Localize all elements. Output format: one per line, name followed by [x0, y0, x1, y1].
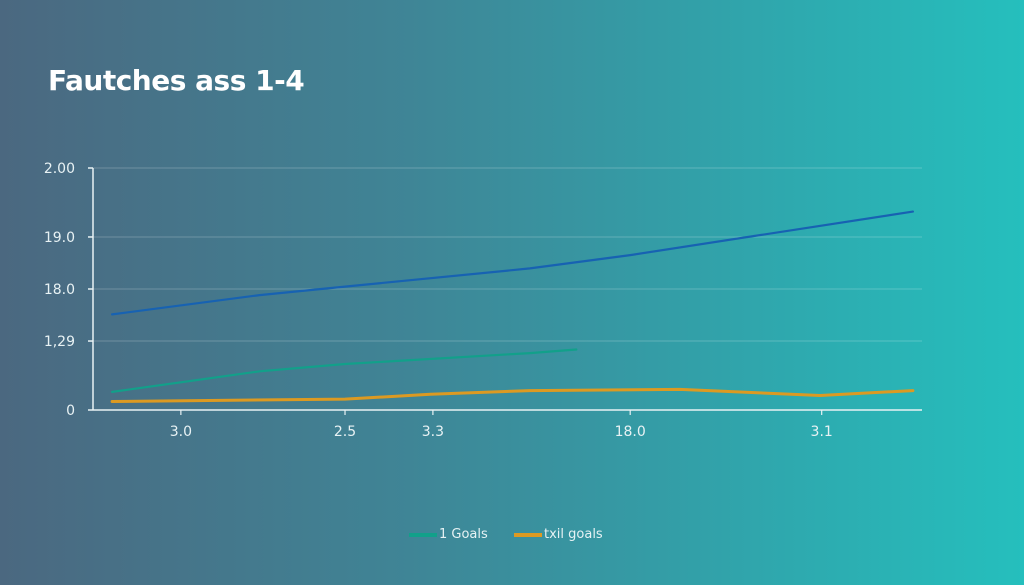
y-tick-label: 18.0	[44, 282, 75, 298]
legend-swatch-green	[409, 532, 437, 537]
y-tick-label: 1,29	[44, 334, 75, 350]
series-line-2	[110, 387, 915, 403]
series-line-0	[111, 210, 914, 316]
legend-swatch-orange	[514, 532, 542, 537]
y-tick-label: 2.00	[44, 161, 75, 177]
x-tick-label: 18.0	[615, 424, 646, 440]
legend-label: txil goals	[544, 527, 603, 542]
y-tick-label: 0	[66, 403, 75, 419]
x-tick-label: 2.5	[334, 424, 356, 440]
legend-item-txil-goals: txil goals	[514, 527, 603, 542]
chart-title: Fautches ass 1-4	[48, 64, 305, 97]
series-line-1	[111, 348, 578, 393]
y-tick-label: 19.0	[44, 230, 75, 246]
legend-item-goals: 1 Goals	[409, 527, 488, 542]
x-tick-label: 3.0	[170, 424, 192, 440]
x-tick-label: 3.1	[811, 424, 833, 440]
x-tick-label: 3.3	[422, 424, 444, 440]
legend-label: 1 Goals	[439, 527, 488, 542]
